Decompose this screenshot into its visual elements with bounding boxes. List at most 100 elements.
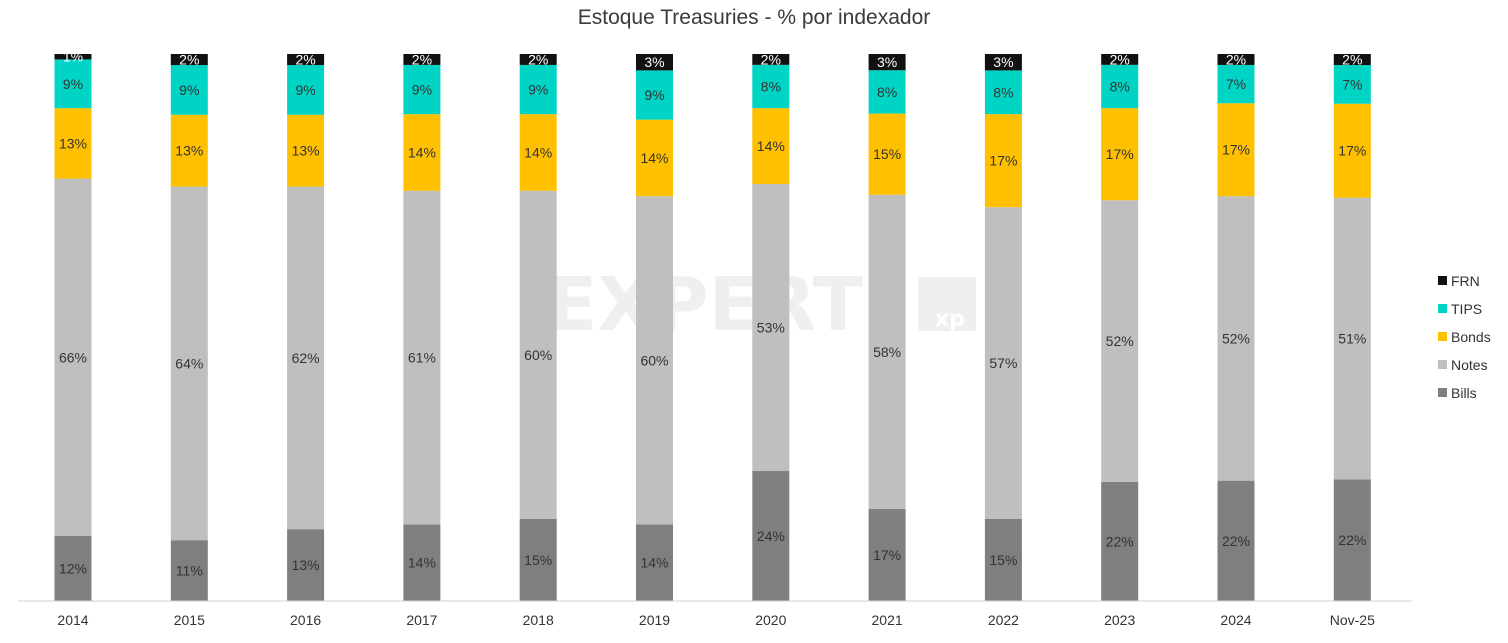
data-label-notes-Nov-25: 51%: [1338, 331, 1366, 347]
watermark-sub: xp: [935, 307, 965, 332]
bar-segment-notes-2022: [984, 207, 1022, 519]
bar-segment-bills-2020: [752, 471, 790, 601]
data-label-bills-2015: 11%: [176, 563, 203, 579]
data-label-frn-2022: 3%: [993, 54, 1013, 70]
x-tick-label-2024: 2024: [1220, 612, 1251, 628]
bar-segment-notes-2016: [287, 186, 325, 530]
data-label-bonds-2021: 15%: [873, 146, 901, 162]
legend-swatch-bonds: [1438, 332, 1447, 341]
bar-segment-notes-2020: [752, 183, 790, 472]
bar-segment-bills-2018: [519, 518, 557, 601]
data-label-bills-2019: 14%: [640, 555, 668, 571]
x-tick-label-2016: 2016: [290, 612, 321, 628]
bar-segment-tips-2022: [984, 70, 1022, 115]
x-tick-label-2018: 2018: [523, 612, 554, 628]
watermark-logo: EXPERT xp: [547, 262, 976, 348]
legend-swatch-notes: [1438, 360, 1447, 369]
bar-column-Nov-25: 22% 51% 17% 7% 2%: [1333, 52, 1371, 601]
x-tick-label-2017: 2017: [406, 612, 437, 628]
bar-segment-tips-2015: [170, 65, 208, 115]
data-label-bills-2021: 17%: [873, 547, 901, 563]
bar-column-2023: 22% 52% 17% 8% 2%: [1101, 51, 1139, 601]
bar-segment-bills-Nov-25: [1333, 479, 1371, 601]
bar-segment-frn-2022: [984, 54, 1022, 71]
data-label-bonds-2022: 17%: [989, 153, 1017, 169]
legend-label-frn: FRN: [1451, 273, 1480, 289]
bar-segment-notes-2014: [54, 178, 92, 537]
data-label-bonds-2018: 14%: [524, 144, 552, 160]
data-label-tips-2015: 9%: [179, 82, 199, 98]
data-label-bills-2024: 22%: [1222, 533, 1250, 549]
data-label-bills-Nov-25: 22%: [1338, 532, 1366, 548]
x-tick-label-2020: 2020: [755, 612, 786, 628]
bar-segment-bonds-2018: [519, 114, 557, 191]
bar-segment-bills-2017: [403, 524, 441, 601]
x-tick-label-2021: 2021: [872, 612, 903, 628]
data-label-frn-2014: 1%: [63, 49, 83, 65]
data-label-frn-Nov-25: 2%: [1342, 52, 1362, 68]
data-label-tips-2021: 8%: [877, 84, 897, 100]
data-label-bonds-2020: 14%: [757, 138, 785, 154]
bar-segment-tips-2016: [287, 65, 325, 115]
legend-item-frn: FRN: [1438, 273, 1480, 289]
bar-segment-notes-2019: [636, 196, 673, 525]
bar-segment-frn-2015: [170, 54, 208, 66]
bar-segment-bonds-2019: [636, 119, 673, 197]
x-tick-label-Nov-25: Nov-25: [1330, 612, 1375, 628]
bar-column-2022: 15% 57% 17% 8% 3%: [984, 54, 1022, 601]
bar-segment-bonds-2017: [403, 114, 441, 191]
data-label-bills-2022: 15%: [989, 552, 1017, 568]
bar-segment-notes-2024: [1217, 196, 1255, 481]
bar-column-2019: 14% 60% 14% 9% 3%: [636, 54, 673, 601]
data-label-tips-2023: 8%: [1110, 79, 1130, 95]
bar-column-2016: 13% 62% 13% 9% 2%: [287, 52, 325, 601]
bar-segment-bills-2023: [1101, 481, 1139, 601]
watermark-badge: [918, 277, 976, 331]
bar-segment-frn-2014: [54, 54, 92, 60]
data-label-tips-2020: 8%: [761, 79, 781, 95]
bar-segment-bonds-2014: [54, 108, 92, 179]
bar-segment-bonds-2024: [1217, 103, 1255, 197]
data-label-tips-2014: 9%: [63, 76, 83, 92]
data-label-frn-2018: 2%: [528, 51, 548, 67]
legend-label-bonds: Bonds: [1451, 329, 1491, 345]
x-tick-label-2019: 2019: [639, 612, 670, 628]
bar-segment-bills-2022: [984, 518, 1022, 601]
bar-column-2017: 14% 61% 14% 9% 2%: [403, 51, 441, 601]
bar-segment-bills-2015: [170, 540, 208, 601]
x-tick-label-2014: 2014: [57, 612, 88, 628]
bar-segment-bills-2016: [287, 529, 325, 601]
legend-label-tips: TIPS: [1451, 301, 1482, 317]
bar-segment-bonds-2021: [868, 113, 906, 195]
bar-segment-notes-Nov-25: [1333, 197, 1371, 480]
bar-segment-frn-2024: [1217, 54, 1255, 65]
bar-segment-tips-2018: [519, 64, 557, 115]
bar-segment-frn-2017: [403, 54, 441, 65]
data-label-bonds-Nov-25: 17%: [1338, 143, 1366, 159]
bar-segment-frn-Nov-25: [1333, 54, 1371, 66]
bar-segment-bills-2024: [1217, 480, 1255, 601]
bar-segment-tips-Nov-25: [1333, 65, 1371, 104]
x-tick-label-2023: 2023: [1104, 612, 1135, 628]
data-label-bills-2023: 22%: [1106, 533, 1134, 549]
data-label-notes-2021: 58%: [873, 344, 901, 360]
legend: FRN TIPS Bonds Notes Bills: [1438, 273, 1491, 401]
data-label-bonds-2015: 13%: [175, 143, 203, 159]
bar-segment-tips-2019: [636, 70, 673, 120]
bar-segment-bills-2014: [54, 536, 92, 601]
legend-swatch-frn: [1438, 276, 1447, 285]
data-label-frn-2021: 3%: [877, 54, 897, 70]
data-label-frn-2023: 2%: [1110, 51, 1130, 67]
bar-segment-tips-2020: [752, 64, 790, 109]
bar-segment-bills-2019: [636, 524, 673, 601]
data-label-bills-2016: 13%: [292, 557, 320, 573]
bar-segment-notes-2015: [170, 186, 208, 541]
bar-segment-bonds-Nov-25: [1333, 103, 1371, 198]
data-label-frn-2024: 2%: [1226, 51, 1246, 67]
data-label-bills-2018: 15%: [524, 552, 552, 568]
bar-column-2018: 15% 60% 14% 9% 2%: [519, 51, 557, 601]
data-label-tips-Nov-25: 7%: [1342, 76, 1362, 92]
data-label-tips-2019: 9%: [644, 87, 664, 103]
bar-segment-tips-2014: [54, 59, 92, 109]
data-label-tips-2018: 9%: [528, 82, 548, 98]
